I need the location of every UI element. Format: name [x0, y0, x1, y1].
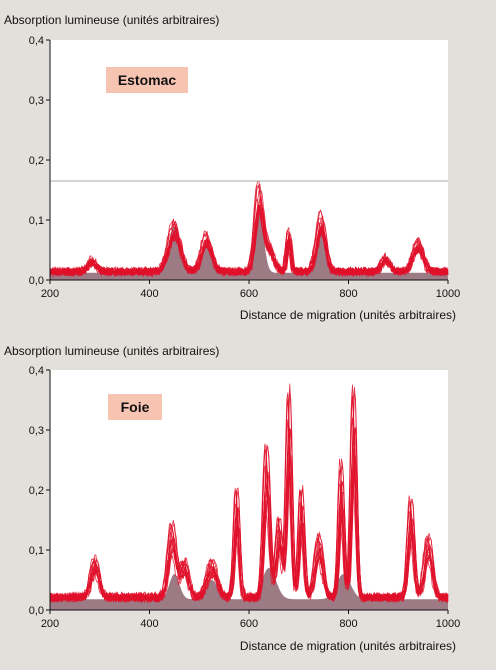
y-axis-label: Absorption lumineuse (unités arbitraires…	[4, 13, 219, 27]
y-tick-label: 0,0	[29, 275, 44, 287]
chart-panel-foie: Absorption lumineuse (unités arbitraires…	[4, 344, 460, 653]
organ-badge	[108, 394, 162, 420]
series-line	[49, 208, 449, 277]
x-tick-label: 400	[140, 288, 158, 300]
series-line	[49, 383, 449, 603]
chart-panel-estomac: Absorption lumineuse (unités arbitraires…	[4, 13, 460, 322]
series-group	[49, 383, 449, 610]
series-group	[49, 180, 449, 280]
y-axis-label: Absorption lumineuse (unités arbitraires…	[4, 344, 219, 358]
axes: 0,0 0,1 0,2 0,3 0,4 200 400 600 800 1000	[29, 365, 461, 630]
x-tick-label: 600	[240, 618, 258, 630]
x-tick-label: 200	[41, 618, 59, 630]
x-tick-label: 200	[41, 288, 59, 300]
x-tick-label: 800	[339, 618, 357, 630]
x-tick-label: 1000	[436, 618, 460, 630]
series-line	[49, 395, 449, 604]
y-tick-label: 0,3	[29, 95, 44, 107]
y-tick-label: 0,3	[29, 425, 44, 437]
axes: 0,0 0,1 0,2 0,3 0,4 200 400 600 800 1000	[29, 35, 461, 300]
y-tick-label: 0,4	[29, 35, 44, 47]
x-axis-label: Distance de migration (unités arbitraire…	[240, 308, 456, 322]
organ-label: Foie	[121, 399, 150, 415]
x-tick-label: 800	[339, 288, 357, 300]
y-tick-label: 0,1	[29, 215, 44, 227]
y-tick-label: 0,1	[29, 545, 44, 557]
y-tick-label: 0,2	[29, 485, 44, 497]
y-tick-label: 0,2	[29, 155, 44, 167]
x-tick-label: 600	[240, 288, 258, 300]
organ-badge	[106, 67, 188, 93]
organ-label: Estomac	[118, 72, 177, 88]
y-tick-label: 0,4	[29, 365, 44, 377]
x-axis-label: Distance de migration (unités arbitraire…	[240, 639, 456, 653]
x-tick-label: 400	[140, 618, 158, 630]
y-tick-label: 0,0	[29, 605, 44, 617]
x-tick-label: 1000	[436, 288, 460, 300]
